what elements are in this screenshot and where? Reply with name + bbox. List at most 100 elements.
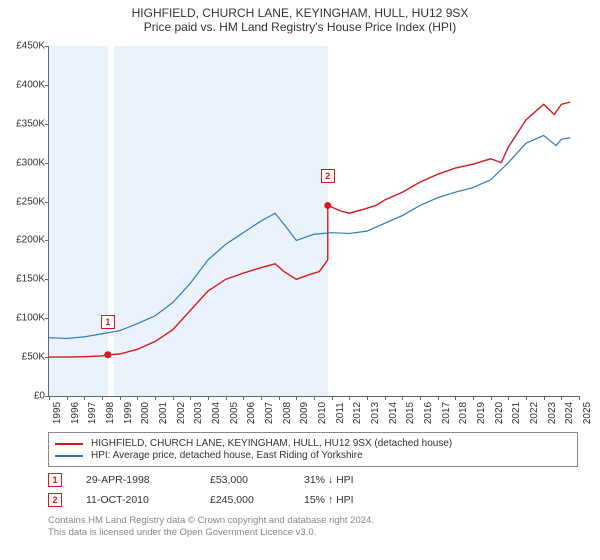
- sale-record-row: 211-OCT-2010£245,00015% ↑ HPI: [48, 493, 578, 507]
- x-axis-label: 2002: [176, 402, 187, 424]
- x-axis-label: 2007: [264, 402, 275, 424]
- x-axis-label: 2011: [335, 402, 346, 424]
- sales-list: 129-APR-1998£53,00031% ↓ HPI211-OCT-2010…: [48, 473, 578, 507]
- sale-point-label: 2: [321, 169, 335, 183]
- x-axis-tick: [243, 396, 244, 400]
- y-axis-label: £0: [1, 391, 45, 402]
- title-subtitle: Price paid vs. HM Land Registry's House …: [0, 20, 600, 34]
- sale-record-marker: 1: [48, 473, 62, 487]
- x-axis-tick: [491, 396, 492, 400]
- y-axis-label: £50K: [1, 352, 45, 363]
- x-axis-tick: [67, 396, 68, 400]
- x-axis-label: 2013: [370, 402, 381, 424]
- y-axis-tick: [45, 202, 49, 203]
- y-axis-tick: [45, 240, 49, 241]
- footer-attribution: Contains HM Land Registry data © Crown c…: [48, 515, 578, 540]
- x-axis-label: 2025: [582, 402, 593, 424]
- legend-series-row: HIGHFIELD, CHURCH LANE, KEYINGHAM, HULL,…: [55, 438, 571, 449]
- sale-point-marker: [324, 202, 331, 209]
- x-axis-tick: [84, 396, 85, 400]
- x-axis-tick: [367, 396, 368, 400]
- x-axis-label: 2001: [158, 402, 169, 424]
- x-axis-tick: [526, 396, 527, 400]
- y-axis-tick: [45, 318, 49, 319]
- sale-record-price: £245,000: [210, 494, 280, 506]
- legend-box: HIGHFIELD, CHURCH LANE, KEYINGHAM, HULL,…: [48, 432, 578, 467]
- x-axis-tick: [473, 396, 474, 400]
- y-axis-label: £300K: [1, 157, 45, 168]
- x-axis-label: 2019: [476, 402, 487, 424]
- x-axis-tick: [261, 396, 262, 400]
- legend-series-row: HPI: Average price, detached house, East…: [55, 450, 571, 461]
- x-axis-tick: [402, 396, 403, 400]
- x-axis-tick: [49, 396, 50, 400]
- x-axis-tick: [420, 396, 421, 400]
- x-axis-tick: [155, 396, 156, 400]
- x-axis-tick: [226, 396, 227, 400]
- x-axis-label: 2009: [299, 402, 310, 424]
- sale-record-pct: 31% ↓ HPI: [304, 474, 394, 486]
- x-axis-tick: [279, 396, 280, 400]
- x-axis-label: 2016: [423, 402, 434, 424]
- x-axis-label: 1997: [87, 402, 98, 424]
- y-axis-label: £250K: [1, 196, 45, 207]
- sale-record-row: 1 29-APR-1998 £53,000 31% ↓ HPI: [48, 473, 578, 487]
- sale-record-pct: 15% ↑ HPI: [304, 494, 394, 506]
- x-axis-tick: [385, 396, 386, 400]
- chart-legend-block: HIGHFIELD, CHURCH LANE, KEYINGHAM, HULL,…: [48, 432, 578, 540]
- x-axis-tick: [544, 396, 545, 400]
- x-axis-label: 2024: [564, 402, 575, 424]
- x-axis-label: 2020: [494, 402, 505, 424]
- x-axis-label: 1998: [105, 402, 116, 424]
- y-axis-label: £200K: [1, 235, 45, 246]
- series-line-blue: [49, 135, 570, 338]
- x-axis-label: 2021: [511, 402, 522, 424]
- x-axis-label: 2005: [229, 402, 240, 424]
- x-axis-tick: [455, 396, 456, 400]
- legend-swatch: [55, 455, 83, 457]
- legend-label: HIGHFIELD, CHURCH LANE, KEYINGHAM, HULL,…: [91, 438, 452, 449]
- legend-label: HPI: Average price, detached house, East…: [91, 450, 363, 461]
- x-axis-label: 2017: [441, 402, 452, 424]
- x-axis-label: 2008: [282, 402, 293, 424]
- sale-record-marker: 2: [48, 493, 62, 507]
- x-axis-tick: [579, 396, 580, 400]
- legend-swatch: [55, 443, 83, 445]
- x-axis-label: 1999: [123, 402, 134, 424]
- x-axis-label: 2006: [246, 402, 257, 424]
- x-axis-label: 2003: [193, 402, 204, 424]
- x-axis-label: 2022: [529, 402, 540, 424]
- x-axis-tick: [296, 396, 297, 400]
- y-axis-label: £150K: [1, 274, 45, 285]
- y-axis-label: £450K: [1, 41, 45, 52]
- series-line-red: [49, 102, 570, 357]
- x-axis-label: 1996: [70, 402, 81, 424]
- y-axis-label: £400K: [1, 79, 45, 90]
- x-axis-label: 2015: [405, 402, 416, 424]
- x-axis-label: 1995: [52, 402, 63, 424]
- y-axis-tick: [45, 163, 49, 164]
- x-axis-tick: [314, 396, 315, 400]
- sale-record-date: 29-APR-1998: [86, 474, 186, 486]
- x-axis-tick: [508, 396, 509, 400]
- y-axis-tick: [45, 357, 49, 358]
- y-axis-tick: [45, 85, 49, 86]
- x-axis-tick: [137, 396, 138, 400]
- x-axis-tick: [561, 396, 562, 400]
- sale-record-price: £53,000: [210, 474, 280, 486]
- x-axis-label: 2023: [547, 402, 558, 424]
- x-axis-label: 2000: [140, 402, 151, 424]
- x-axis-tick: [349, 396, 350, 400]
- footer-line-2: This data is licensed under the Open Gov…: [48, 527, 578, 539]
- sale-point-marker: [104, 351, 111, 358]
- x-axis-tick: [120, 396, 121, 400]
- x-axis-tick: [332, 396, 333, 400]
- x-axis-label: 2010: [317, 402, 328, 424]
- y-axis-tick: [45, 46, 49, 47]
- y-axis-label: £350K: [1, 118, 45, 129]
- chart-plot-area: £0£50K£100K£150K£200K£250K£300K£350K£400…: [48, 46, 579, 397]
- x-axis-label: 2014: [388, 402, 399, 424]
- sale-point-label: 1: [101, 315, 115, 329]
- chart-svg: [49, 46, 579, 396]
- x-axis-label: 2012: [352, 402, 363, 424]
